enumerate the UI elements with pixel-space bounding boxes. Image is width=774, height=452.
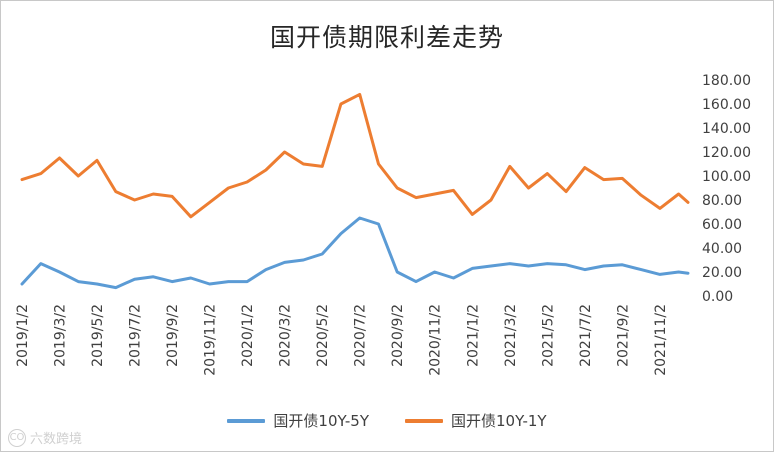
x-tick-label: 2020/11/2: [428, 304, 444, 376]
chart-title: 国开债期限利差走势: [269, 23, 504, 52]
legend-swatch-10y-1y: [405, 418, 443, 423]
x-tick-label: 2020/5/2: [315, 304, 331, 367]
x-tick-label: 2019/9/2: [165, 304, 181, 367]
x-tick-label: 2021/5/2: [540, 304, 556, 367]
y-tick-label: 140.00: [702, 121, 751, 137]
legend-item-10y-1y: 国开债10Y-1Y: [405, 410, 547, 431]
x-tick-label: 2020/3/2: [278, 304, 294, 367]
x-tick-label: 2021/3/2: [503, 304, 519, 367]
x-tick-label: 2021/1/2: [465, 304, 481, 367]
y-tick-label: 20.00: [702, 265, 742, 281]
x-tick-label: 2019/11/2: [203, 304, 219, 376]
series-line-10y-5y: [20, 216, 690, 290]
y-tick-label: 60.00: [702, 217, 742, 233]
x-tick-label: 2021/11/2: [653, 304, 669, 376]
x-tick-label: 2019/5/2: [90, 304, 106, 367]
x-tick-label: 2019/7/2: [128, 304, 144, 367]
x-tick-label: 2021/9/2: [615, 304, 631, 367]
y-tick-label: 0.00: [702, 289, 733, 305]
legend-swatch-10y-5y: [227, 418, 266, 423]
x-tick-label: 2019/3/2: [53, 304, 69, 367]
legend-label-10y-5y: 国开债10Y-5Y: [273, 412, 369, 430]
legend-item-10y-5y: 国开债10Y-5Y: [227, 410, 369, 431]
y-tick-label: 180.00: [702, 73, 751, 89]
y-tick-label: 160.00: [702, 97, 751, 113]
x-tick-label: 2021/7/2: [578, 304, 594, 367]
watermark: CO 六数跨境: [8, 428, 82, 447]
series-line-10y-1y: [20, 92, 690, 219]
legend-label-10y-1y: 国开债10Y-1Y: [451, 412, 547, 430]
y-tick-label: 120.00: [702, 145, 751, 161]
y-tick-label: 40.00: [702, 241, 742, 257]
x-tick-label: 2019/1/2: [15, 304, 31, 367]
x-tick-label: 2020/7/2: [353, 304, 369, 367]
legend: 国开债10Y-5Y 国开债10Y-1Y: [0, 410, 774, 431]
x-tick-label: 2020/9/2: [390, 304, 406, 367]
y-tick-label: 100.00: [702, 169, 751, 185]
watermark-text: 六数跨境: [30, 432, 83, 447]
watermark-logo-icon: CO: [8, 428, 26, 447]
y-tick-label: 80.00: [702, 193, 742, 209]
x-tick-label: 2020/1/2: [240, 304, 256, 367]
